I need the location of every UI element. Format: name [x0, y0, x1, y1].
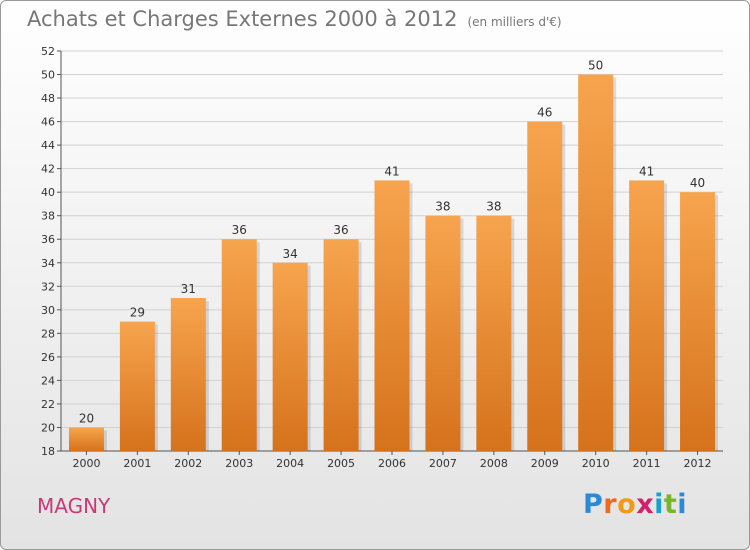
y-tick-label: 40 — [41, 186, 55, 199]
bar — [680, 192, 716, 452]
y-tick-label: 50 — [41, 69, 55, 82]
bar — [272, 262, 308, 451]
data-label: 50 — [588, 59, 603, 73]
x-tick-label: 2007 — [429, 457, 457, 470]
y-tick-label: 24 — [41, 374, 55, 387]
x-tick-label: 2009 — [531, 457, 559, 470]
y-tick-label: 22 — [41, 398, 55, 411]
y-tick-label: 36 — [41, 233, 55, 246]
bar — [629, 180, 665, 452]
bar — [374, 180, 410, 452]
data-label: 36 — [333, 223, 348, 237]
x-tick-label: 2011 — [633, 457, 661, 470]
y-tick-label: 30 — [41, 304, 55, 317]
logo-letter: P — [583, 489, 604, 520]
data-label: 38 — [435, 200, 450, 214]
logo-letter: t — [663, 489, 678, 520]
data-label: 29 — [130, 306, 145, 320]
data-label: 46 — [537, 106, 552, 120]
y-tick-label: 18 — [41, 445, 55, 458]
x-tick-label: 2010 — [582, 457, 610, 470]
data-label: 20 — [79, 411, 94, 425]
data-label: 36 — [232, 223, 247, 237]
y-tick-label: 34 — [41, 257, 55, 270]
title-unit: (en milliers d'€) — [467, 15, 562, 29]
labels: 18 20 22 24 26 28 30 32 34 36 38 40 42 44 46 48 50 52 20 20… — [41, 45, 712, 470]
chart-title: Achats et Charges Externes 2000 à 2012 (e… — [27, 7, 562, 31]
bar — [119, 321, 155, 451]
bar — [170, 298, 206, 451]
y-tick-label: 38 — [41, 210, 55, 223]
y-tick-label: 42 — [41, 163, 55, 176]
bar — [425, 215, 461, 451]
x-tick-label: 2006 — [378, 457, 406, 470]
data-label: 34 — [283, 247, 298, 261]
data-label: 38 — [486, 200, 501, 214]
x-tick-label: 2005 — [327, 457, 355, 470]
bar — [476, 215, 512, 451]
data-label: 40 — [690, 176, 705, 190]
x-tick-label: 2001 — [123, 457, 151, 470]
x-tick-label: 2012 — [684, 457, 712, 470]
y-tick-label: 52 — [41, 45, 55, 58]
x-tick-label: 2002 — [174, 457, 202, 470]
data-label: 41 — [639, 164, 654, 178]
title-text: Achats et Charges Externes 2000 à 2012 — [27, 7, 458, 31]
y-tick-label: 32 — [41, 280, 55, 293]
x-tick-label: 2004 — [276, 457, 304, 470]
logo-letter: i — [654, 489, 664, 520]
bar — [323, 239, 359, 451]
x-tick-label: 2000 — [72, 457, 100, 470]
logo-letter: r — [603, 489, 618, 520]
data-label: 41 — [384, 164, 399, 178]
proxiti-logo: Proxiti — [583, 489, 687, 520]
y-tick-label: 28 — [41, 327, 55, 340]
y-tick-label: 26 — [41, 351, 55, 364]
y-tick-label: 46 — [41, 116, 55, 129]
y-tick-label: 44 — [41, 139, 55, 152]
logo-letter: x — [636, 489, 655, 520]
bar — [221, 239, 257, 451]
x-tick-label: 2008 — [480, 457, 508, 470]
bars — [68, 74, 719, 452]
y-tick-label: 20 — [41, 421, 55, 434]
bar — [68, 427, 104, 451]
bar — [578, 74, 614, 451]
city-name: MAGNY — [37, 494, 111, 518]
data-label: 31 — [181, 282, 196, 296]
x-tick-label: 2003 — [225, 457, 253, 470]
y-tick-label: 48 — [41, 92, 55, 105]
logo-letter: o — [617, 489, 637, 520]
logo-letter: i — [677, 489, 688, 520]
bar — [527, 121, 563, 452]
